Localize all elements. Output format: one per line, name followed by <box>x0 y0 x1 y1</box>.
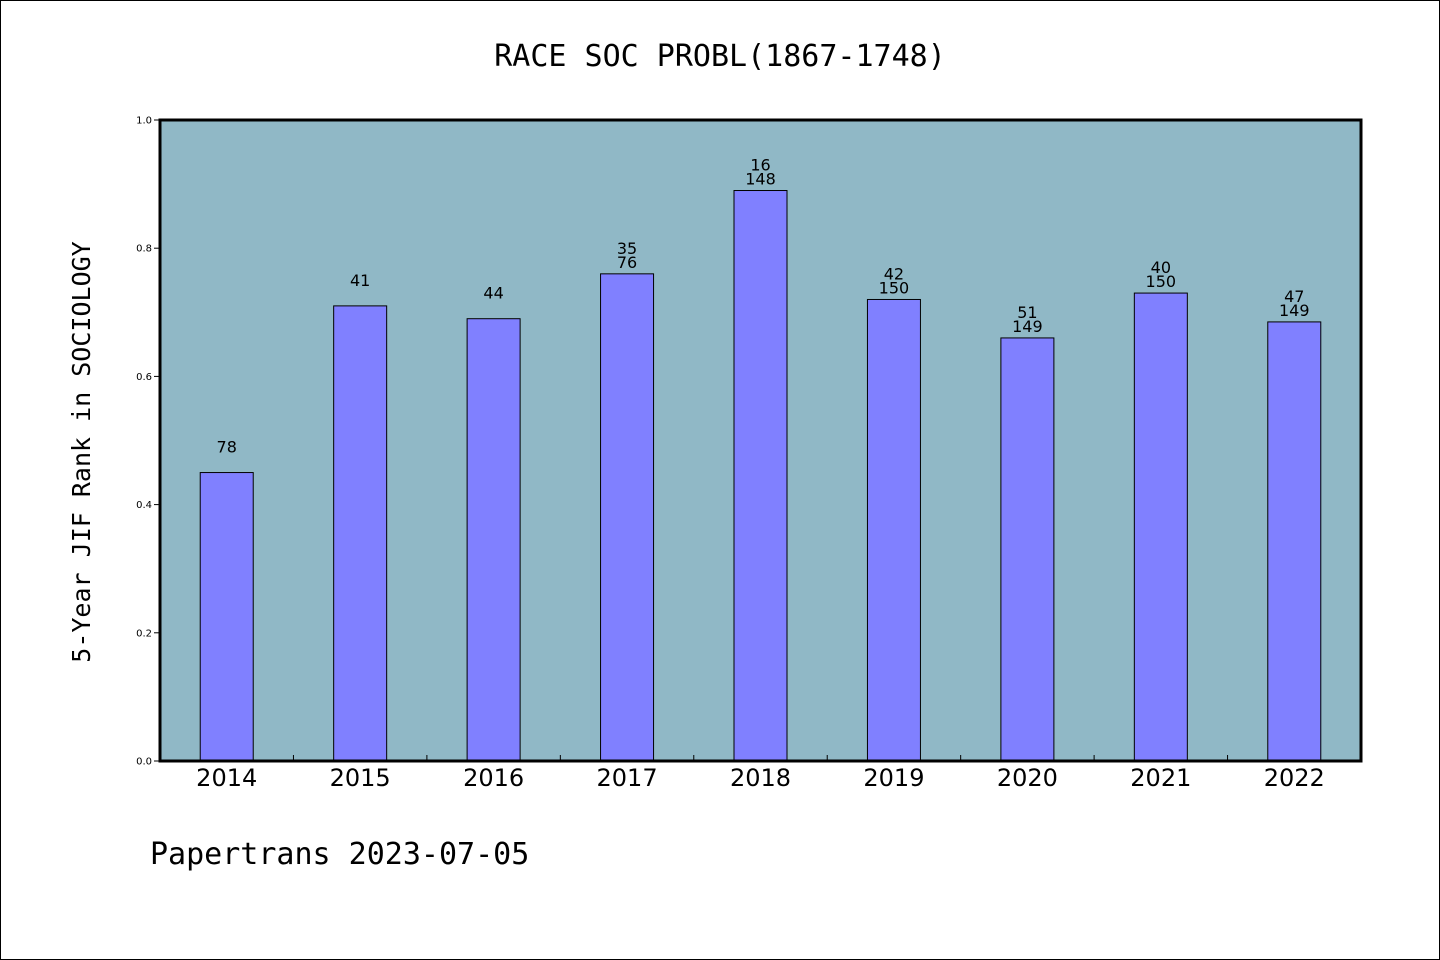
bar-2016 <box>466 318 521 762</box>
bar-rank-label: 51 <box>1017 303 1037 322</box>
bar-rank-label: 42 <box>884 264 904 283</box>
y-tick-label: 0.4 <box>136 500 152 511</box>
bar-2022 <box>1267 321 1322 762</box>
y-tick-label: 0.6 <box>136 372 152 383</box>
x-tick-label: 2014 <box>196 764 257 792</box>
bar-total-label: 150 <box>1146 272 1177 291</box>
x-tick-label: 2018 <box>730 764 791 792</box>
bar-rank-label: 35 <box>617 239 637 258</box>
bar-total-label: 148 <box>745 170 776 189</box>
chart-title: RACE SOC PROBL(1867-1748) <box>494 39 946 74</box>
x-tick-label: 2017 <box>597 764 658 792</box>
y-tick-label: 1.0 <box>136 116 152 127</box>
bar-2017 <box>600 273 655 762</box>
x-tick-label: 2019 <box>863 764 924 792</box>
y-tick-label: 0.8 <box>136 244 152 255</box>
y-tick-label: 0.0 <box>136 757 152 768</box>
y-tick-label: 0.2 <box>136 628 152 639</box>
x-tick-label: 2016 <box>463 764 524 792</box>
bar-2020 <box>1000 337 1055 762</box>
x-tick-label: 2020 <box>997 764 1058 792</box>
bar-rank-label: 16 <box>750 156 770 175</box>
bar-value-label: 78 <box>217 438 237 457</box>
bar-2019 <box>866 298 921 762</box>
bar-value-label: 41 <box>350 271 370 290</box>
bars <box>199 190 1322 762</box>
bar-total-label: 149 <box>1012 317 1043 336</box>
bar-total-label: 149 <box>1279 301 1310 320</box>
bar-total-label: 150 <box>879 278 910 297</box>
bar-2021 <box>1133 292 1188 762</box>
y-axis-label: 5-Year JIF Rank in SOCIOLOGY <box>67 241 96 662</box>
x-tick-label: 2022 <box>1264 764 1325 792</box>
bar-total-label: 76 <box>617 253 637 272</box>
footer-text: Papertrans 2023-07-05 <box>150 837 529 872</box>
bar-value-label: 44 <box>483 284 503 303</box>
bar-2015 <box>333 305 388 762</box>
x-tick-label: 2021 <box>1130 764 1191 792</box>
plot-border <box>158 118 1363 763</box>
x-tick-label: 2015 <box>330 764 391 792</box>
bar-rank-label: 40 <box>1151 258 1171 277</box>
bar-rank-label: 47 <box>1284 287 1304 306</box>
bar-2014 <box>199 472 254 762</box>
bar-2018 <box>733 190 788 762</box>
